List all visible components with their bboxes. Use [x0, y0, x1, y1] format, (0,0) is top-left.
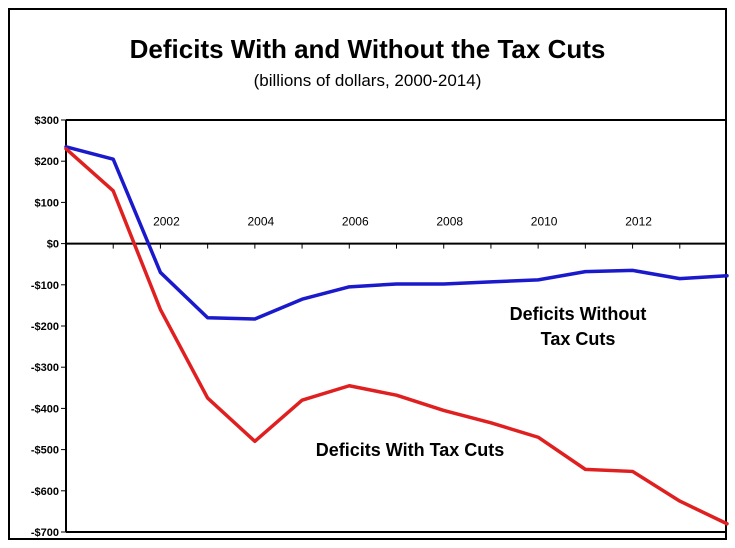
x-tick-label: 2006 — [342, 215, 369, 229]
series-line-with-tax-cuts — [64, 147, 729, 526]
y-tick-label: $0 — [47, 239, 59, 251]
x-tick-label: 2010 — [531, 215, 558, 229]
annotation-without-tax-cuts: Tax Cuts — [541, 329, 616, 349]
chart-title: Deficits With and Without the Tax Cuts — [129, 34, 606, 64]
series-layer — [64, 145, 729, 526]
y-tick-label: -$100 — [31, 280, 59, 292]
chart-frame: Deficits With and Without the Tax Cuts (… — [8, 8, 727, 540]
annotation-layer: Deficits Without Tax Cuts Deficits With Ta… — [316, 304, 647, 460]
x-tick-label: 2002 — [153, 215, 180, 229]
x-tick-label: 2004 — [248, 215, 275, 229]
series-line-without-tax-cuts — [64, 145, 729, 321]
y-tick-label: $100 — [35, 197, 59, 209]
y-tick-label: -$400 — [31, 403, 59, 415]
y-tick-label: $300 — [35, 115, 59, 127]
annotation-without-tax-cuts: Deficits Without — [510, 304, 647, 324]
y-tick-label: -$700 — [31, 527, 59, 539]
chart-subtitle: (billions of dollars, 2000-2014) — [253, 71, 482, 90]
y-tick-label: -$500 — [31, 445, 59, 457]
y-tick-label: -$300 — [31, 362, 59, 374]
x-tick-label: 2012 — [625, 215, 652, 229]
y-tick-label: -$200 — [31, 321, 59, 333]
x-tick-label: 2008 — [436, 215, 463, 229]
y-tick-label: $200 — [35, 156, 59, 168]
y-tick-label: -$600 — [31, 486, 59, 498]
axes: $300 $200 $100 $0 -$100 -$200 -$300 -$400 -$500 -… — [31, 115, 727, 539]
annotation-with-tax-cuts: Deficits With Tax Cuts — [316, 440, 505, 460]
